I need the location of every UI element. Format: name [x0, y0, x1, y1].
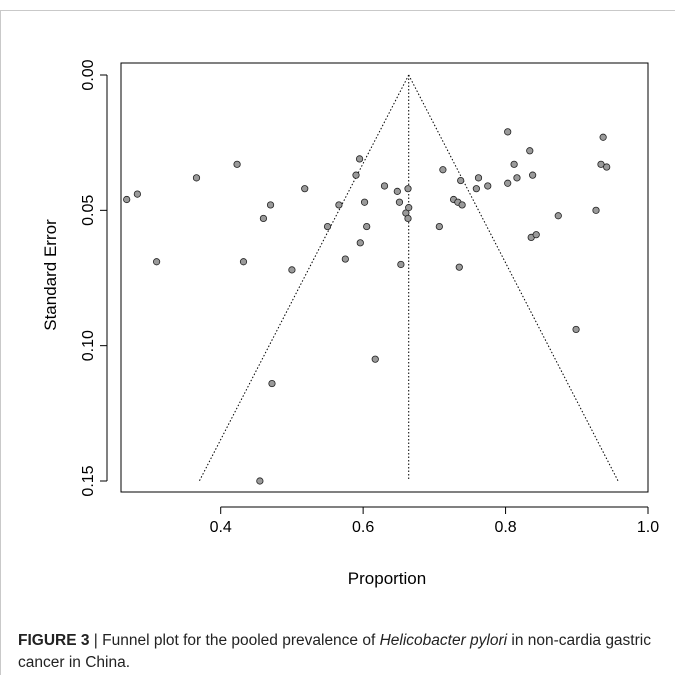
data-point — [123, 195, 131, 204]
data-point — [341, 255, 349, 263]
data-point — [504, 179, 512, 187]
data-point — [397, 260, 405, 269]
figure-frame — [0, 10, 675, 675]
y-axis: 0.00 0.05 0.10 0.15 — [80, 59, 108, 497]
figure-caption: FIGURE 3 | Funnel plot for the pooled pr… — [18, 630, 658, 674]
data-point — [356, 239, 364, 247]
x-tick-label: 0.8 — [494, 519, 516, 536]
data-point — [323, 222, 332, 231]
data-point — [259, 214, 268, 223]
data-point — [435, 222, 443, 231]
data-point — [455, 263, 463, 271]
data-point — [256, 477, 264, 485]
data-point — [532, 231, 540, 239]
y-axis-label: Standard Error — [41, 219, 60, 331]
data-point — [395, 198, 404, 206]
data-point — [504, 128, 512, 136]
data-point — [529, 171, 537, 179]
caption-species: Helicobacter pylori — [379, 632, 508, 649]
data-point — [603, 163, 611, 171]
data-point — [554, 212, 562, 220]
data-point — [352, 171, 360, 179]
x-tick-label: 1.0 — [637, 519, 659, 536]
data-point — [133, 190, 141, 198]
y-tick-label: 0.10 — [80, 330, 97, 361]
figure-label: FIGURE 3 — [18, 632, 90, 649]
x-axis: 0.4 0.6 0.8 1.0 — [210, 506, 659, 536]
data-point — [363, 222, 371, 231]
data-point — [404, 185, 412, 193]
caption-text-after: in non-cardia gastric cancer in China. — [18, 632, 651, 671]
data-point — [513, 174, 521, 182]
data-point — [510, 160, 518, 168]
data-point — [439, 166, 447, 174]
funnel-left-line — [198, 74, 410, 482]
y-tick-label: 0.05 — [80, 195, 97, 226]
data-point — [233, 160, 241, 168]
data-point — [404, 214, 412, 223]
data-point — [599, 133, 607, 141]
x-axis-label: Proportion — [348, 569, 426, 588]
x-tick-label: 0.6 — [352, 519, 374, 536]
data-point — [288, 266, 296, 274]
y-tick-label: 0.15 — [80, 465, 97, 496]
data-point — [301, 185, 309, 193]
data-point — [457, 176, 465, 185]
data-point — [192, 174, 201, 182]
plot-area-border — [120, 62, 649, 493]
data-point — [484, 182, 492, 190]
data-point — [597, 160, 605, 168]
data-point — [474, 174, 483, 182]
data-point — [592, 206, 600, 214]
data-point — [153, 258, 161, 266]
y-tick-label: 0.00 — [80, 59, 97, 90]
data-point — [458, 201, 466, 209]
x-tick-label: 0.4 — [210, 519, 232, 536]
data-point — [393, 187, 401, 195]
data-point — [472, 185, 480, 193]
data-point — [371, 355, 379, 363]
funnel-right-line — [408, 74, 619, 482]
data-point — [266, 201, 275, 209]
data-point — [380, 182, 389, 190]
data-point — [355, 155, 364, 163]
funnel-plot: 0.4 0.6 0.8 1.0 0.00 0.05 0.10 0.15 Proportion… — [41, 59, 659, 588]
data-point — [526, 147, 534, 155]
data-points — [123, 128, 611, 485]
caption-separator: | — [89, 632, 103, 649]
data-point — [360, 198, 369, 206]
data-point — [239, 258, 248, 266]
caption-text-before: Funnel plot for the pooled prevalence of — [102, 632, 380, 649]
data-point — [335, 201, 343, 209]
data-point — [572, 325, 580, 334]
data-point — [405, 204, 413, 212]
funnel-lines — [198, 74, 619, 482]
data-point — [268, 379, 276, 388]
